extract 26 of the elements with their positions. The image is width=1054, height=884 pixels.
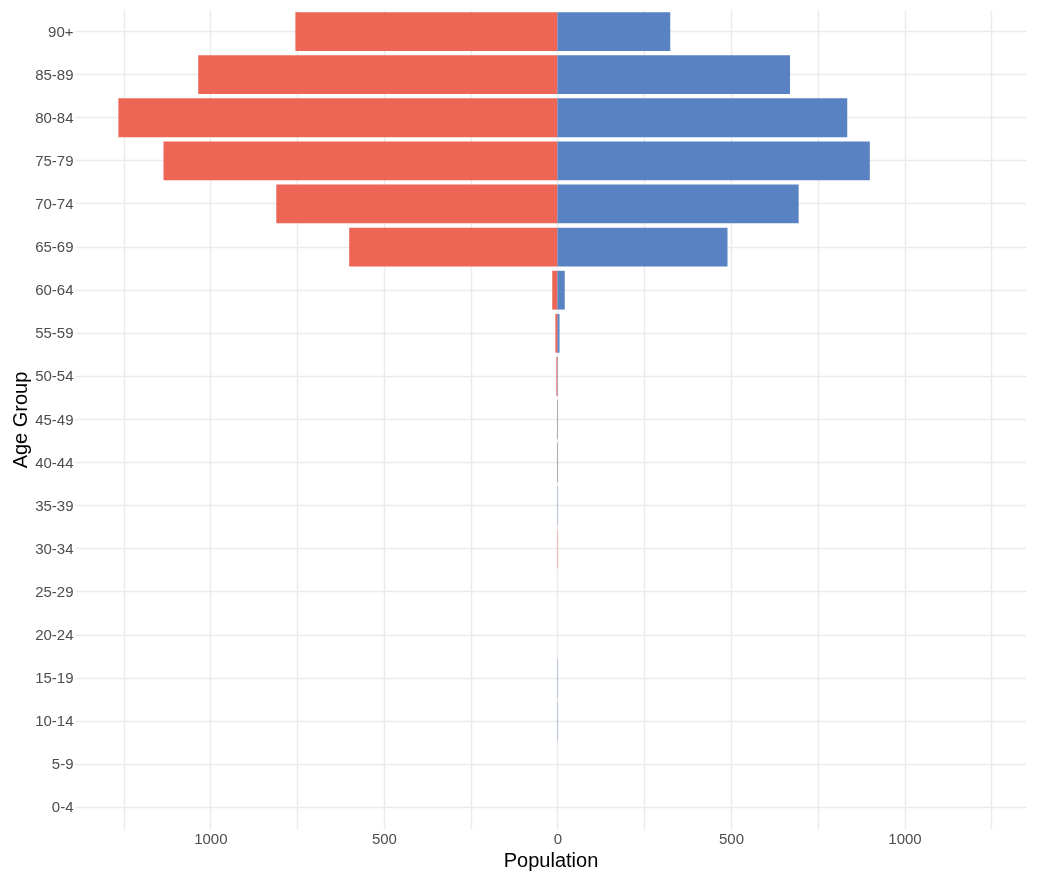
y-tick-label: 15-19 xyxy=(35,669,74,687)
x-tick-label: 1000 xyxy=(194,829,228,847)
y-tick-label: 90+ xyxy=(48,22,74,40)
y-tick-label: 80-84 xyxy=(35,108,74,126)
y-tick-label: 10-14 xyxy=(35,712,74,730)
x-tick-label: 500 xyxy=(718,829,744,847)
y-tick-label: 0-4 xyxy=(51,798,74,816)
y-tick-label: 85-89 xyxy=(35,65,74,83)
y-tick-label: 60-64 xyxy=(35,281,74,299)
x-tick-label: 500 xyxy=(371,829,397,847)
y-tick-label: 65-69 xyxy=(35,238,74,256)
y-tick-label: 70-74 xyxy=(35,194,74,212)
y-axis-title: Age Group xyxy=(9,371,32,469)
y-tick-label: 20-24 xyxy=(35,626,74,644)
y-tick-label: 25-29 xyxy=(35,582,74,600)
y-tick-label: 35-39 xyxy=(35,496,74,514)
y-tick-label: 40-44 xyxy=(35,453,74,471)
x-tick-label: 0 xyxy=(553,829,563,847)
y-tick-label: 55-59 xyxy=(35,324,74,342)
x-tick-label: 1000 xyxy=(888,829,922,847)
y-tick-label: 5-9 xyxy=(51,755,74,773)
x-axis-title: Population xyxy=(503,848,599,871)
y-tick-label: 75-79 xyxy=(35,151,74,169)
y-tick-label: 45-49 xyxy=(35,410,74,428)
y-tick-label: 30-34 xyxy=(35,539,74,557)
y-tick-label: 50-54 xyxy=(35,367,74,385)
